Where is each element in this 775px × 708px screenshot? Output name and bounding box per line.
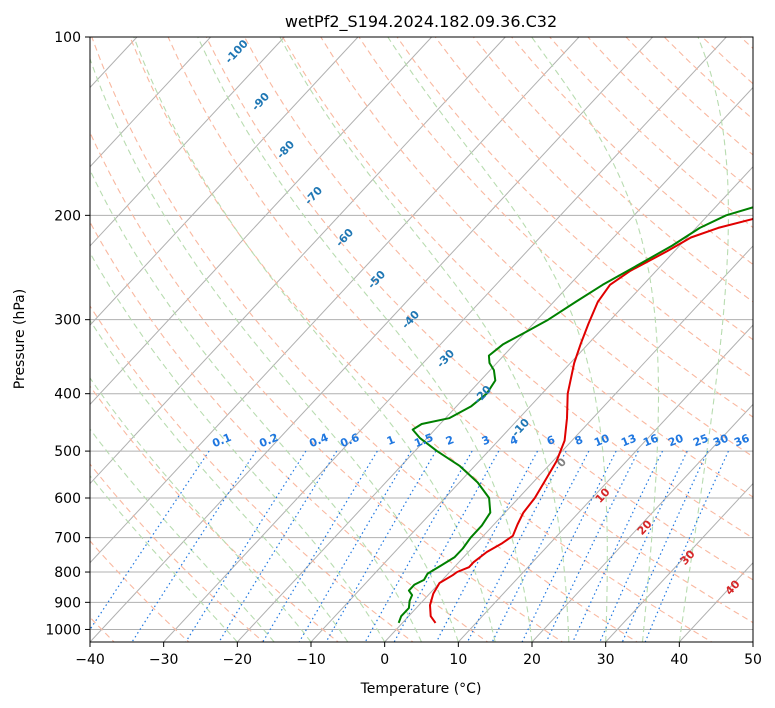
dry-adiabat-line — [244, 37, 753, 539]
isotherm-line — [236, 86, 753, 642]
y-tick-label: 500 — [54, 444, 81, 460]
mixing-ratio-line — [435, 450, 539, 642]
y-tick-label: 200 — [54, 208, 81, 224]
y-axis-title: Pressure (hPa) — [12, 289, 28, 389]
mixing-ratio-label: 36 — [732, 432, 751, 450]
mixing-ratio-line — [572, 450, 664, 642]
mixing-ratio-line — [218, 450, 338, 642]
mixing-ratio-line — [185, 450, 307, 642]
moist-adiabat-line — [90, 168, 422, 642]
y-tick-label: 100 — [54, 30, 81, 46]
moist-adiabat-line — [90, 251, 386, 642]
moist-adiabat-line — [90, 319, 349, 642]
mixing-ratio-line — [393, 450, 500, 642]
mixing-ratio-line — [621, 450, 709, 642]
mixing-ratio-label: 20 — [666, 432, 685, 450]
dry-adiabat-line — [358, 37, 753, 418]
moist-adiabat-line — [197, 37, 533, 642]
dry-adiabat-line — [282, 37, 753, 498]
mixing-ratio-label: 2 — [444, 433, 456, 448]
mixing-ratio-label: 10 — [592, 432, 611, 450]
mixing-ratio-line — [90, 450, 210, 631]
moist-adiabat-line — [531, 37, 660, 642]
isotherm-line — [90, 37, 433, 406]
temperature-profile-line — [429, 217, 753, 624]
x-axis-title: Temperature (°C) — [360, 681, 482, 697]
isotherm-line — [90, 37, 285, 247]
isotherm-line — [90, 37, 212, 168]
y-tick-label: 700 — [54, 531, 81, 547]
moist-adiabat-line — [279, 37, 570, 642]
x-tick-label: 20 — [523, 652, 541, 668]
chart-title: wetPf2_S194.2024.182.09.36.C32 — [285, 12, 557, 32]
dry-adiabat-line — [129, 37, 713, 642]
mixing-ratio-line — [466, 450, 567, 642]
dry-adiabat-line — [90, 540, 190, 642]
mixing-ratio-line — [644, 450, 729, 642]
isotherm-line — [531, 403, 753, 642]
mixing-ratio-line — [599, 450, 688, 642]
mixing-ratio-line — [521, 450, 617, 642]
x-tick-label: 0 — [380, 652, 389, 668]
isotherm-line — [90, 37, 506, 485]
y-tick-label: 300 — [54, 313, 81, 329]
x-tick-label: −40 — [75, 652, 105, 668]
axes: −40 −30 −20 −10 0 10 20 30 40 50 100 200 300 400 500 60… — [45, 30, 762, 668]
mixing-ratio-label: 3 — [480, 433, 492, 448]
y-tick-label: 1000 — [45, 622, 81, 638]
y-tick-label: 400 — [54, 387, 81, 403]
dry-adiabat-line — [91, 37, 639, 642]
moist-adiabat-line — [678, 37, 729, 642]
x-tick-label: −10 — [296, 652, 326, 668]
dry-adiabat-line — [396, 37, 753, 379]
isotherm-line — [163, 37, 727, 642]
dewpoint-profile-line — [397, 206, 753, 624]
isotherm-line — [605, 482, 753, 642]
dry-adiabat-line — [320, 37, 753, 458]
mixing-ratio-label: 8 — [573, 433, 585, 448]
dry-adiabat-line — [434, 37, 753, 341]
moist-adiabat-line — [133, 37, 496, 642]
mixing-ratio-label: 1 — [385, 433, 397, 448]
isotherm-line — [90, 37, 580, 564]
y-tick-label: 600 — [54, 491, 81, 507]
moist-adiabat-line — [90, 377, 312, 642]
data-series — [397, 206, 753, 624]
mixing-ratio-line — [364, 450, 473, 642]
background-lines — [90, 37, 753, 642]
x-tick-label: −30 — [149, 652, 179, 668]
moist-adiabat-line — [90, 57, 459, 642]
x-tick-label: 40 — [670, 652, 688, 668]
plot-frame — [89, 36, 754, 643]
x-tick-label: 50 — [744, 652, 762, 668]
dry-adiabat-line — [90, 463, 265, 642]
moist-adiabat-line — [387, 37, 608, 642]
mixing-ratio-line — [545, 450, 639, 642]
mixing-ratio-label: 30 — [711, 432, 730, 450]
isotherm-line — [384, 245, 753, 642]
dry-adiabat-line — [90, 131, 564, 642]
dry-adiabat-line — [90, 220, 489, 642]
y-tick-label: 800 — [54, 565, 81, 581]
isotherm-line — [457, 324, 753, 642]
mixing-ratio-label: 13 — [619, 432, 638, 450]
mixing-ratio-label: 16 — [641, 432, 660, 450]
x-tick-label: 10 — [449, 652, 467, 668]
mixing-ratio-label: 25 — [691, 432, 710, 450]
y-tick-label: 900 — [54, 595, 81, 611]
x-tick-label: 30 — [597, 652, 615, 668]
x-tick-label: −20 — [223, 652, 253, 668]
dry-adiabat-line — [205, 37, 753, 581]
isotherm-line — [90, 37, 359, 326]
mixing-ratio-line — [491, 450, 590, 642]
